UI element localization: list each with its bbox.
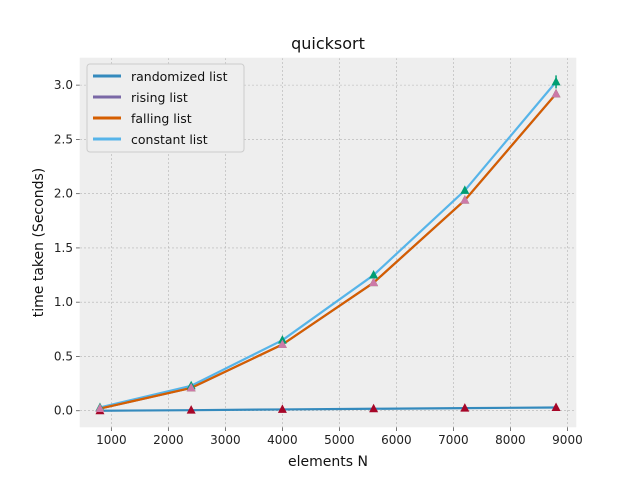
x-tick-label: 5000 [324, 433, 355, 447]
legend-label-rising: rising list [131, 90, 188, 105]
y-tick-label: 1.5 [54, 241, 73, 255]
y-tick-label: 3.0 [54, 78, 73, 92]
data-point [186, 405, 196, 414]
y-tick-label: 0.5 [54, 349, 73, 363]
x-tick-label: 7000 [438, 433, 469, 447]
data-point [277, 339, 287, 349]
x-tick-label: 9000 [552, 433, 583, 447]
series-line [99, 81, 557, 409]
series-line [99, 93, 557, 410]
ticks: 1000 2000 3000 4000 5000 6000 7000 8000 9000 0.0 0… [54, 57, 583, 447]
x-tick-label: 2000 [153, 433, 184, 447]
data-point [460, 185, 470, 194]
y-tick-label: 0.0 [54, 404, 73, 418]
x-tick-label: 4000 [267, 433, 298, 447]
data-point [551, 88, 561, 98]
data-point [460, 195, 470, 204]
data-point [460, 403, 470, 412]
legend-label-constant: constant list [131, 132, 208, 147]
y-tick-label: 2.0 [54, 187, 73, 201]
y-axis-label: time taken (Seconds) [31, 168, 47, 317]
legend-label-randomized: randomized list [131, 69, 228, 84]
data-point [277, 335, 287, 344]
plot-frame [79, 57, 577, 428]
data-point [369, 270, 379, 279]
data-point [369, 277, 379, 287]
x-tick-label: 8000 [495, 433, 526, 447]
legend: randomized list rising list falling list… [86, 63, 245, 153]
legend-box [86, 63, 245, 153]
data-point [277, 404, 287, 413]
x-tick-label: 3000 [210, 433, 241, 447]
series-layer [95, 75, 561, 415]
data-point [186, 382, 196, 392]
data-point [95, 403, 105, 413]
y-tick-label: 1.0 [54, 295, 73, 309]
x-axis-label: elements N [288, 454, 368, 470]
data-point [551, 76, 561, 86]
legend-label-falling: falling list [131, 111, 192, 126]
data-point [369, 403, 379, 413]
x-tick-label: 6000 [381, 433, 412, 447]
series-line [99, 406, 557, 412]
data-point [551, 402, 561, 411]
y-tick-label: 2.5 [54, 132, 73, 146]
x-tick-label: 1000 [96, 433, 127, 447]
chart-title: quicksort [291, 34, 365, 53]
